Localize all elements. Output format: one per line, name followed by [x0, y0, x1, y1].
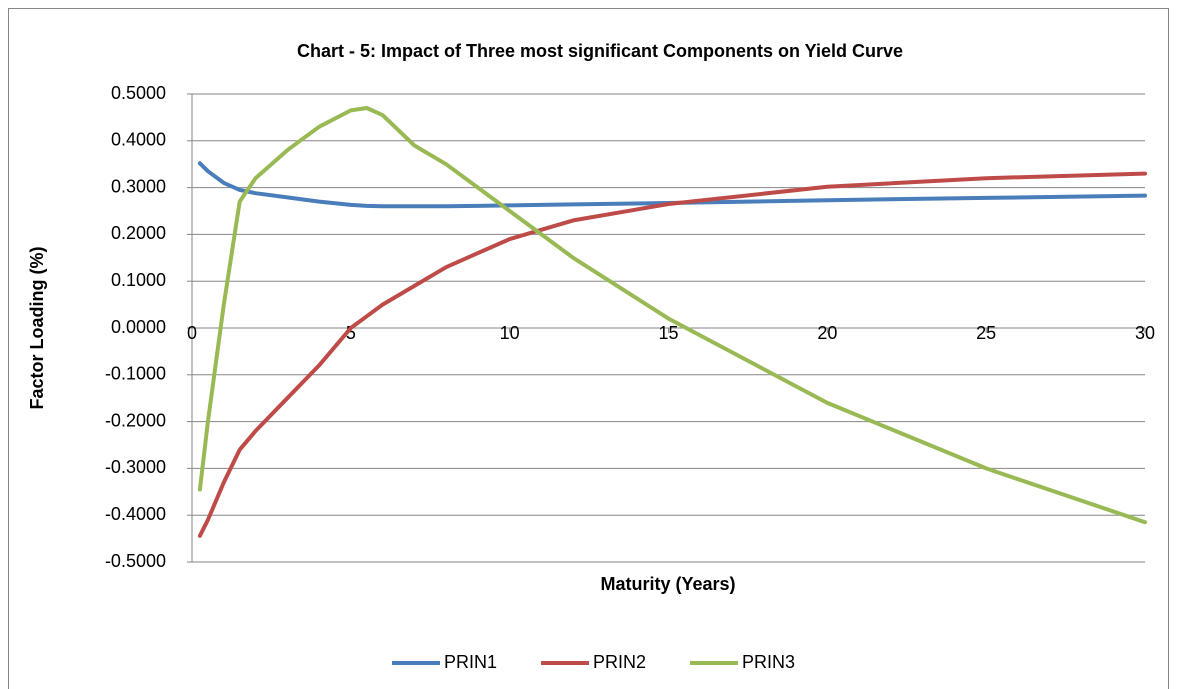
y-tick-label: -0.3000: [105, 457, 166, 477]
y-tick-label: -0.5000: [105, 551, 166, 571]
legend-label: PRIN3: [742, 652, 795, 672]
y-tick-label: 0.1000: [111, 270, 166, 290]
legend-label: PRIN2: [593, 652, 646, 672]
series-line: [197, 106, 1147, 525]
x-tick-label: 10: [500, 323, 520, 343]
x-tick-label: 15: [658, 323, 678, 343]
x-axis-label: Maturity (Years): [600, 574, 735, 594]
y-tick-label: -0.2000: [105, 410, 166, 430]
x-tick-label: 5: [346, 323, 356, 343]
chart-title: Chart - 5: Impact of Three most signific…: [297, 41, 903, 61]
x-tick-label: 25: [976, 323, 996, 343]
y-tick-label: -0.1000: [105, 364, 166, 384]
x-tick-label: 20: [817, 323, 837, 343]
y-tick-label: 0.5000: [111, 83, 166, 103]
y-tick-label: 0.3000: [111, 176, 166, 196]
x-tick-label: 30: [1135, 323, 1155, 343]
y-tick-label: -0.4000: [105, 504, 166, 524]
y-tick-label: 0.4000: [111, 130, 166, 150]
y-tick-label: 0.0000: [111, 317, 166, 337]
y-axis-label: Factor Loading (%): [27, 247, 47, 410]
legend-label: PRIN1: [444, 652, 497, 672]
chart-border: [8, 8, 1169, 689]
y-tick-label: 0.2000: [111, 223, 166, 243]
x-tick-label: 0: [187, 323, 197, 343]
series-line: [197, 171, 1147, 538]
